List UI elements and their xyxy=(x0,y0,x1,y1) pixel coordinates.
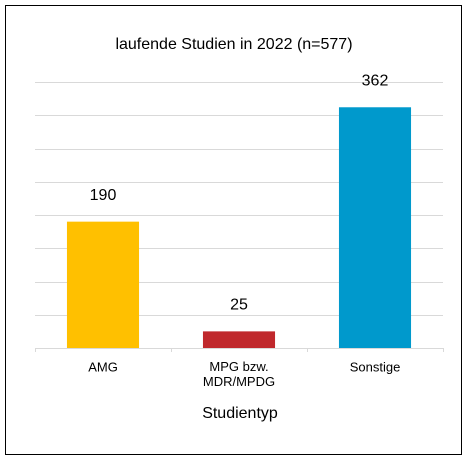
data-label: 190 xyxy=(90,187,117,204)
x-tick-label: MPG bzw. MDR/MPDG xyxy=(203,359,275,389)
x-axis-title: Studientyp xyxy=(202,405,278,422)
x-tick-label: AMG xyxy=(88,359,118,374)
bar xyxy=(338,107,412,349)
data-label: 362 xyxy=(362,72,389,89)
bar xyxy=(66,221,140,348)
data-label: 25 xyxy=(230,297,248,314)
chart-title: laufende Studien in 2022 (n=577) xyxy=(115,36,352,53)
x-tick-label: Sonstige xyxy=(350,359,401,374)
bar xyxy=(202,331,276,348)
